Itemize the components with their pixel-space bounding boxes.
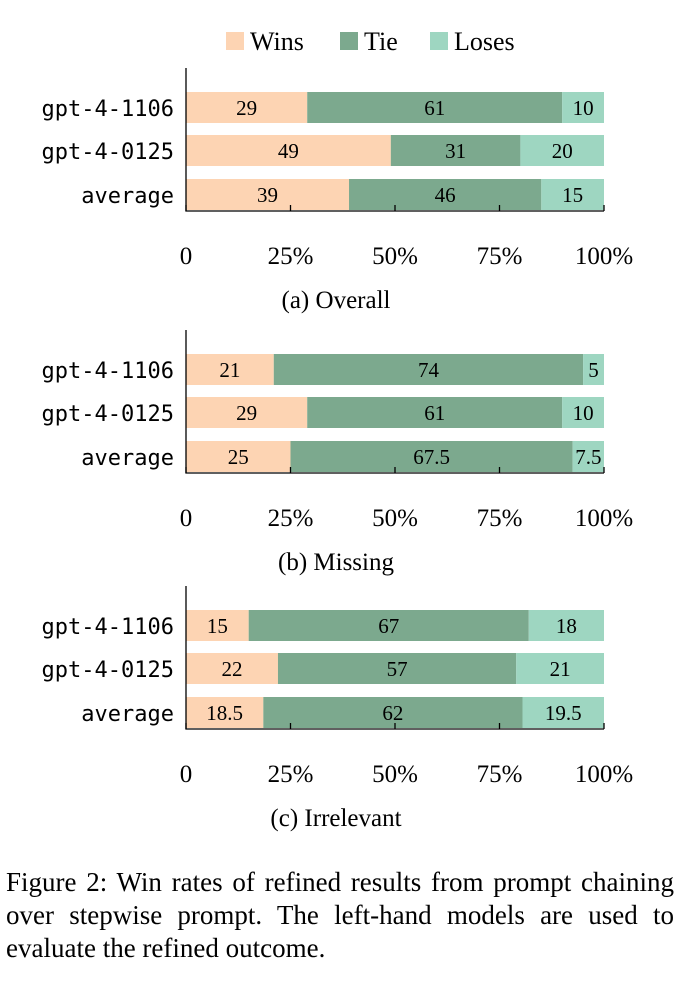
data-label-tie-2: 61 xyxy=(424,401,445,425)
x-tick-label-3: 75% xyxy=(477,761,523,788)
data-label-wins-1: 15 xyxy=(207,614,228,638)
bar-loses-1 xyxy=(528,610,604,641)
x-tick-label-4: 100% xyxy=(575,243,633,270)
data-label-tie-3: 67.5 xyxy=(413,445,450,469)
category-label-2: gpt-4-0125 xyxy=(42,140,174,165)
bar-tie-3 xyxy=(263,697,523,728)
data-label-loses-2: 20 xyxy=(552,139,573,163)
data-label-wins-1: 21 xyxy=(219,358,240,382)
data-label-wins-2: 49 xyxy=(278,139,299,163)
x-tick-label-3: 75% xyxy=(477,505,523,532)
legend-swatch-tie xyxy=(340,32,358,50)
x-tick-label-3: 75% xyxy=(477,243,523,270)
chart-3: 15 67 18 gpt-4-1106 22 57 21 gpt-4-0125 18.5 62 19… xyxy=(42,586,633,832)
x-tick-label-2: 50% xyxy=(372,761,418,788)
data-label-wins-1: 29 xyxy=(236,96,257,120)
bar-tie-3 xyxy=(349,179,542,210)
bar-wins-3 xyxy=(186,179,350,210)
bar-loses-2 xyxy=(516,653,604,684)
data-label-loses-1: 10 xyxy=(573,96,594,120)
bar-loses-2 xyxy=(520,135,604,166)
data-label-tie-3: 46 xyxy=(435,183,456,207)
legend-label-loses: Loses xyxy=(454,27,515,56)
category-label-3: average xyxy=(81,446,174,471)
category-label-1: gpt-4-1106 xyxy=(42,615,174,640)
bar-loses-1 xyxy=(562,92,604,123)
chart-subtitle: (b) Missing xyxy=(278,549,394,576)
data-label-loses-1: 18 xyxy=(556,614,577,638)
bar-loses-3 xyxy=(522,697,604,728)
data-label-tie-1: 67 xyxy=(378,614,399,638)
x-tick-label-1: 25% xyxy=(268,505,314,532)
legend: Wins Tie Loses xyxy=(226,27,515,56)
category-label-3: average xyxy=(81,702,174,727)
bar-wins-2 xyxy=(186,653,278,684)
bar-loses-3 xyxy=(541,179,604,210)
category-label-3: average xyxy=(81,184,174,209)
bar-loses-2 xyxy=(562,397,604,428)
x-tick-label-1: 25% xyxy=(268,243,314,270)
data-label-loses-2: 10 xyxy=(573,401,594,425)
x-tick-label-2: 50% xyxy=(372,505,418,532)
bar-tie-1 xyxy=(248,610,529,641)
x-tick-label-0: 0 xyxy=(180,505,193,532)
charts: 29 61 10 gpt-4-1106 49 31 20 gpt-4-0125 39 46 15 av… xyxy=(42,68,633,832)
legend-swatch-loses xyxy=(430,32,448,50)
bar-tie-2 xyxy=(307,397,563,428)
data-label-wins-2: 29 xyxy=(236,401,257,425)
data-label-tie-2: 31 xyxy=(445,139,466,163)
category-label-1: gpt-4-1106 xyxy=(42,359,174,384)
data-label-tie-2: 57 xyxy=(387,657,408,681)
data-label-loses-3: 7.5 xyxy=(575,445,601,469)
category-label-1: gpt-4-1106 xyxy=(42,97,174,122)
data-label-tie-1: 61 xyxy=(424,96,445,120)
data-label-wins-2: 22 xyxy=(221,657,242,681)
bar-loses-1 xyxy=(583,354,604,385)
data-label-loses-1: 5 xyxy=(588,358,599,382)
category-label-2: gpt-4-0125 xyxy=(42,658,174,683)
bar-wins-3 xyxy=(186,441,291,472)
data-label-wins-3: 39 xyxy=(257,183,278,207)
data-label-loses-2: 21 xyxy=(550,657,571,681)
data-label-wins-3: 25 xyxy=(228,445,249,469)
x-tick-label-2: 50% xyxy=(372,243,418,270)
bar-wins-1 xyxy=(186,354,274,385)
bar-wins-2 xyxy=(186,135,391,166)
data-label-tie-3: 62 xyxy=(382,701,403,725)
bar-wins-3 xyxy=(186,697,264,728)
x-tick-label-1: 25% xyxy=(268,761,314,788)
bar-wins-2 xyxy=(186,397,308,428)
chart-subtitle: (a) Overall xyxy=(282,287,391,314)
chart-subtitle: (c) Irrelevant xyxy=(270,805,401,832)
bar-wins-1 xyxy=(186,92,308,123)
data-label-tie-1: 74 xyxy=(418,358,440,382)
category-label-2: gpt-4-0125 xyxy=(42,402,174,427)
stacked-bar-figure: Wins Tie Loses 29 61 10 gpt-4-1106 49 31 20 gpt-4… xyxy=(42,27,634,832)
bar-tie-3 xyxy=(290,441,573,472)
bar-tie-1 xyxy=(273,354,584,385)
data-label-loses-3: 19.5 xyxy=(545,701,582,725)
legend-swatch-wins xyxy=(226,32,244,50)
legend-label-tie: Tie xyxy=(364,27,398,56)
chart-1: 29 61 10 gpt-4-1106 49 31 20 gpt-4-0125 39 46 15 av… xyxy=(42,68,633,314)
x-tick-label-0: 0 xyxy=(180,761,193,788)
bar-tie-2 xyxy=(390,135,521,166)
bar-wins-1 xyxy=(186,610,249,641)
x-tick-label-4: 100% xyxy=(575,761,633,788)
chart-2: 21 74 5 gpt-4-1106 29 61 10 gpt-4-0125 25 67.5 7.5… xyxy=(42,330,633,576)
x-tick-label-0: 0 xyxy=(180,243,193,270)
bar-tie-2 xyxy=(277,653,517,684)
data-label-loses-3: 15 xyxy=(562,183,583,207)
x-tick-label-4: 100% xyxy=(575,505,633,532)
legend-label-wins: Wins xyxy=(250,27,304,56)
data-label-wins-3: 18.5 xyxy=(206,701,243,725)
figure-caption: Figure 2: Win rates of refined results f… xyxy=(6,867,674,963)
bar-tie-1 xyxy=(307,92,563,123)
bar-loses-3 xyxy=(572,441,604,472)
